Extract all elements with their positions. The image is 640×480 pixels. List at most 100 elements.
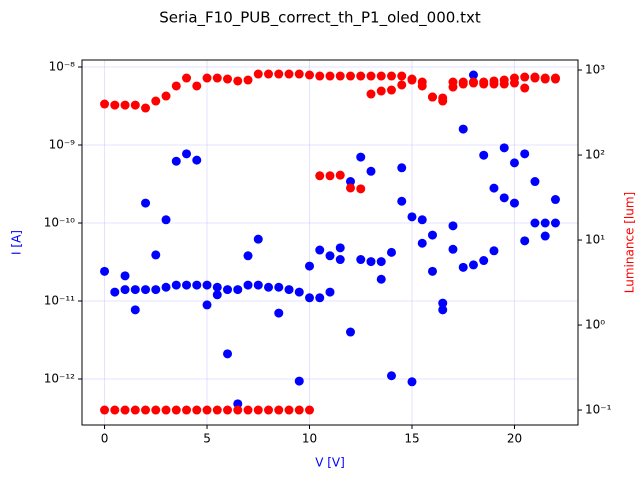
point — [161, 282, 171, 292]
x-tick-label: 5 — [203, 432, 211, 446]
point — [284, 405, 294, 415]
point — [438, 96, 448, 106]
point — [171, 81, 181, 91]
point — [427, 92, 437, 102]
point — [120, 271, 130, 281]
point — [417, 215, 427, 225]
point — [192, 280, 202, 290]
point — [120, 405, 130, 415]
point — [407, 212, 417, 222]
y-tick-label: 10⁻¹² — [44, 371, 75, 385]
point — [376, 274, 386, 284]
y2-tick-label: 10¹ — [585, 233, 605, 247]
point — [509, 73, 519, 83]
point — [243, 280, 253, 290]
point — [325, 287, 335, 297]
point — [397, 163, 407, 173]
point — [274, 282, 284, 292]
point — [417, 81, 427, 91]
point — [407, 377, 417, 387]
point — [509, 158, 519, 168]
point — [489, 76, 499, 86]
point — [520, 149, 530, 159]
point — [202, 300, 212, 310]
point — [151, 96, 161, 106]
point — [305, 293, 315, 303]
point — [284, 285, 294, 295]
plot-frame — [81, 59, 579, 426]
point — [550, 218, 560, 228]
point — [345, 177, 355, 187]
point — [489, 183, 499, 193]
point — [499, 75, 509, 85]
point — [386, 85, 396, 95]
point — [212, 405, 222, 415]
point — [171, 405, 181, 415]
point — [520, 236, 530, 246]
x-tick-label: 10 — [302, 432, 317, 446]
x-tick-label: 15 — [404, 432, 419, 446]
point — [550, 195, 560, 205]
point — [448, 82, 458, 92]
point — [540, 73, 550, 83]
point — [376, 257, 386, 267]
point — [479, 256, 489, 266]
point — [110, 100, 120, 110]
point — [468, 70, 478, 80]
point — [223, 349, 233, 359]
point — [212, 282, 222, 292]
point — [386, 371, 396, 381]
point — [151, 250, 161, 260]
point — [264, 69, 274, 79]
point — [397, 71, 407, 81]
point — [141, 405, 151, 415]
point — [171, 280, 181, 290]
point — [294, 405, 304, 415]
point — [161, 215, 171, 225]
point — [479, 77, 489, 87]
x-tick-label: 0 — [101, 432, 109, 446]
point — [530, 177, 540, 187]
point — [438, 298, 448, 308]
point — [120, 285, 130, 295]
point — [141, 285, 151, 295]
point — [315, 245, 325, 255]
point — [223, 405, 233, 415]
point — [182, 280, 192, 290]
point — [366, 71, 376, 81]
y2-tick-label: 10² — [585, 148, 605, 162]
point — [253, 69, 263, 79]
point — [468, 260, 478, 270]
point — [192, 405, 202, 415]
point — [161, 405, 171, 415]
point — [202, 280, 212, 290]
point — [315, 71, 325, 81]
point — [233, 285, 243, 295]
point — [305, 70, 315, 80]
point — [100, 405, 110, 415]
point — [294, 69, 304, 79]
point — [499, 143, 509, 153]
point — [458, 262, 468, 272]
point — [130, 405, 140, 415]
point — [202, 405, 212, 415]
point — [376, 86, 386, 96]
point — [141, 198, 151, 208]
point — [448, 221, 458, 231]
point — [233, 76, 243, 86]
point — [284, 69, 294, 79]
point — [120, 100, 130, 110]
point — [305, 405, 315, 415]
point — [253, 405, 263, 415]
y2-tick-label: 10⁰ — [585, 318, 605, 332]
point — [366, 257, 376, 267]
point — [223, 285, 233, 295]
point — [356, 184, 366, 194]
point — [110, 405, 120, 415]
point — [192, 81, 202, 91]
point — [489, 246, 499, 256]
point — [192, 155, 202, 165]
y2-tick-label: 10³ — [585, 63, 605, 77]
point — [366, 166, 376, 176]
